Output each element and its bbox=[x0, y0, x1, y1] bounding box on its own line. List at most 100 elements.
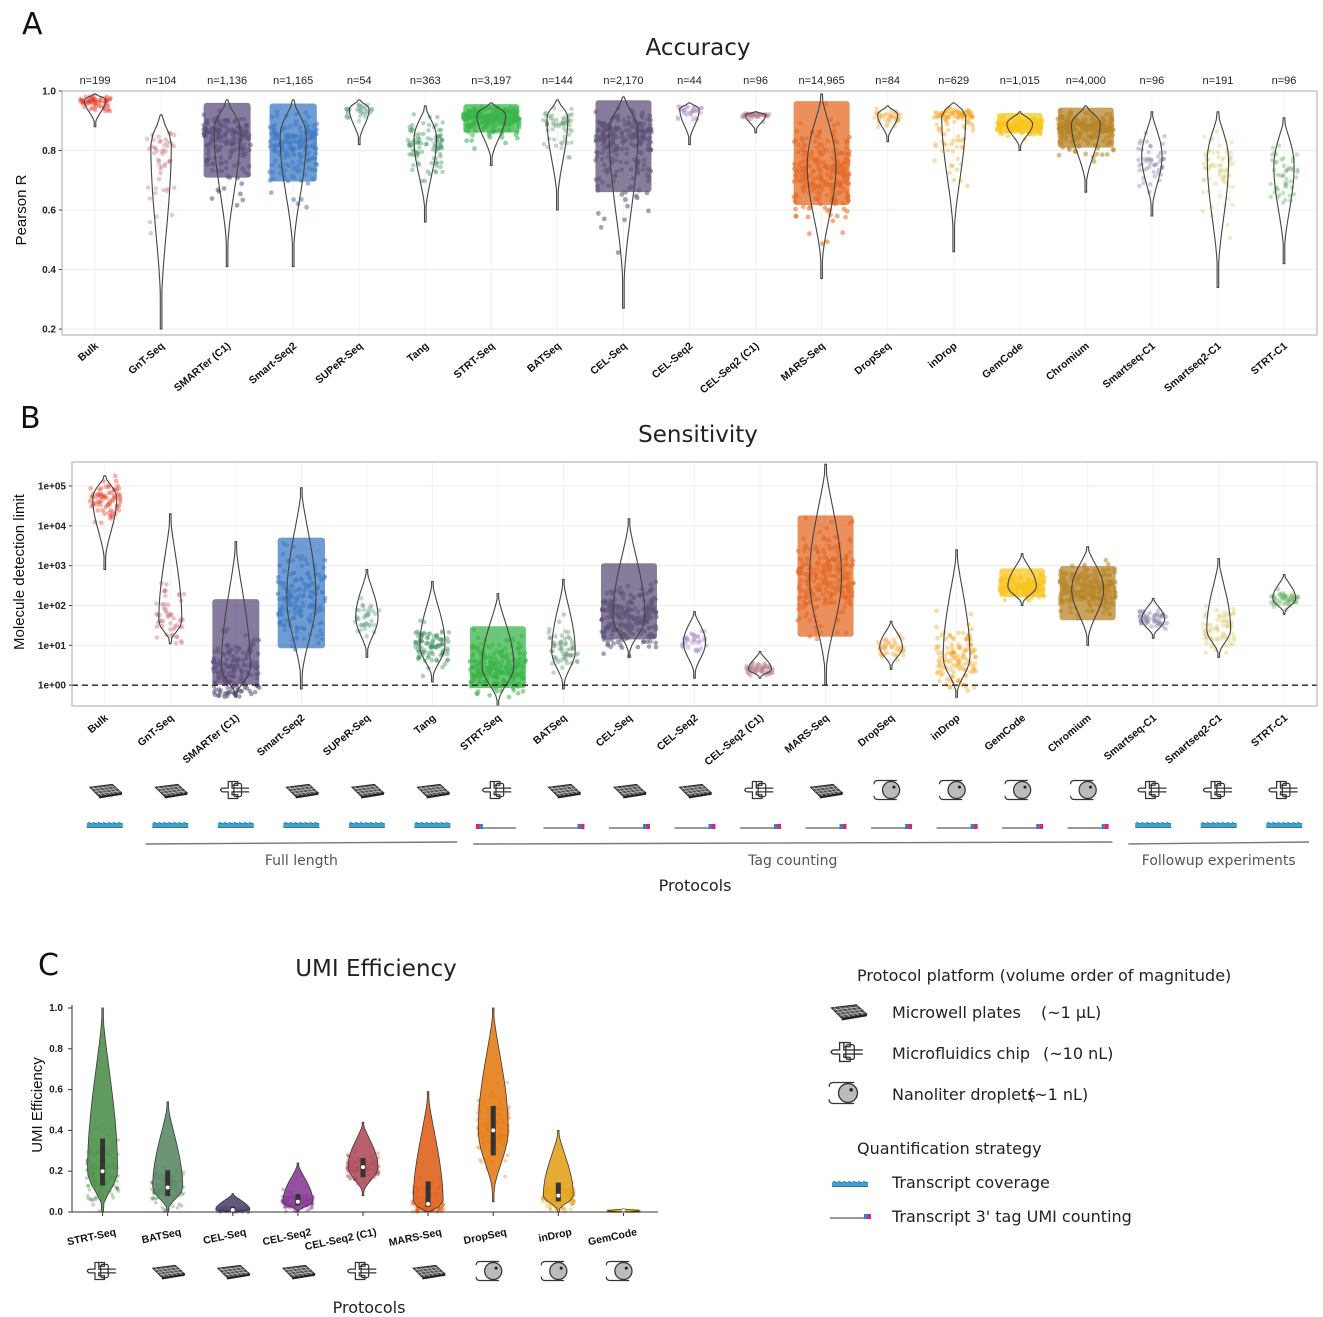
data-point bbox=[1280, 190, 1286, 196]
violin-outline bbox=[476, 102, 507, 166]
data-point bbox=[165, 144, 170, 149]
data-point bbox=[160, 601, 165, 607]
data-point bbox=[437, 151, 443, 157]
data-point bbox=[969, 626, 974, 632]
data-point bbox=[104, 94, 110, 99]
x-tick-label-smartseq-c1: Smartseq-C1 bbox=[1102, 712, 1159, 763]
x-tick-label-cel-seq: CEL-Seq bbox=[588, 340, 629, 377]
data-point bbox=[1005, 133, 1011, 139]
data-point bbox=[168, 612, 174, 617]
data-point bbox=[445, 646, 450, 651]
data-point bbox=[601, 651, 606, 656]
data-point bbox=[420, 178, 425, 184]
data-point bbox=[435, 114, 440, 120]
accuracy-series-smarter-c1 bbox=[201, 99, 253, 268]
data-point bbox=[1225, 624, 1230, 629]
data-point bbox=[942, 132, 948, 137]
data-point bbox=[425, 632, 431, 637]
data-point bbox=[93, 1196, 97, 1200]
data-point bbox=[1224, 613, 1229, 619]
data-point bbox=[432, 168, 438, 174]
data-point bbox=[92, 97, 97, 102]
data-point bbox=[961, 123, 966, 128]
data-point bbox=[88, 99, 94, 104]
accuracy-series-cel-seq2-c1 bbox=[739, 110, 772, 134]
data-point bbox=[445, 657, 451, 663]
data-point bbox=[97, 100, 103, 105]
data-point bbox=[432, 144, 437, 149]
dense-point-cloud bbox=[469, 626, 526, 689]
data-point bbox=[569, 140, 574, 145]
group-label: Full length bbox=[265, 853, 338, 869]
x-tick-label-smarter-c1: SMARTer (C1) bbox=[172, 340, 233, 394]
accuracy-series-cel-seq bbox=[593, 96, 654, 309]
data-point bbox=[419, 141, 424, 146]
data-point bbox=[1295, 169, 1300, 175]
violin-outline bbox=[546, 99, 569, 211]
transcript-coverage-icon bbox=[283, 821, 320, 828]
data-point bbox=[946, 114, 952, 119]
data-point bbox=[698, 110, 704, 116]
data-point bbox=[970, 115, 975, 120]
data-point bbox=[1279, 157, 1284, 162]
data-point bbox=[85, 97, 91, 103]
data-point bbox=[174, 634, 180, 640]
data-point bbox=[1203, 650, 1208, 655]
panel-b-strategy-icons bbox=[86, 821, 1303, 829]
data-point bbox=[171, 616, 176, 621]
data-point bbox=[1205, 623, 1210, 628]
y-tick-label: 0.0 bbox=[49, 1207, 63, 1218]
data-point bbox=[84, 1176, 89, 1180]
x-tick-label-gnt-seq: GnT-Seq bbox=[135, 712, 176, 749]
sample-count-smarter-c1: n=1,136 bbox=[207, 75, 247, 87]
data-point bbox=[601, 216, 607, 222]
data-point bbox=[88, 107, 94, 112]
data-point bbox=[557, 646, 563, 652]
data-point bbox=[690, 117, 695, 122]
data-point bbox=[417, 136, 422, 142]
data-point bbox=[557, 123, 562, 129]
data-point bbox=[1228, 154, 1234, 159]
data-point bbox=[345, 109, 350, 115]
y-tick-label: 1.0 bbox=[42, 87, 56, 98]
data-point bbox=[653, 640, 658, 646]
transcript-3prime-tag-icon bbox=[740, 824, 782, 829]
data-point bbox=[751, 113, 756, 118]
microwell-plate-icon bbox=[88, 783, 123, 799]
data-point bbox=[163, 607, 168, 612]
data-point bbox=[567, 122, 572, 128]
data-point bbox=[225, 685, 231, 691]
data-point bbox=[560, 121, 566, 126]
data-point bbox=[973, 654, 978, 660]
data-point bbox=[415, 150, 421, 155]
data-point bbox=[357, 107, 363, 112]
data-point bbox=[360, 111, 365, 117]
data-point bbox=[407, 142, 412, 147]
data-point bbox=[793, 213, 799, 219]
data-point bbox=[555, 121, 561, 127]
data-point bbox=[1141, 180, 1146, 186]
panel-a-ylabel: Pearson R bbox=[13, 174, 30, 245]
data-point bbox=[1103, 557, 1109, 563]
data-point bbox=[439, 127, 444, 133]
data-point bbox=[1203, 603, 1209, 609]
data-point bbox=[1268, 182, 1273, 187]
data-point bbox=[755, 114, 761, 120]
data-point bbox=[430, 651, 436, 657]
data-point bbox=[1214, 129, 1220, 134]
data-point bbox=[156, 134, 161, 139]
data-point bbox=[569, 128, 575, 134]
x-tick-label-tang: Tang bbox=[405, 340, 431, 365]
data-point bbox=[889, 113, 894, 119]
data-point bbox=[1270, 145, 1276, 150]
data-point bbox=[98, 98, 103, 104]
data-point bbox=[935, 635, 940, 641]
y-tick-label: 1e+02 bbox=[38, 601, 67, 612]
data-point bbox=[955, 156, 960, 162]
data-point bbox=[415, 135, 421, 140]
x-tick-label-tang: Tang bbox=[412, 712, 438, 737]
data-point bbox=[1142, 156, 1147, 162]
transcript-coverage-icon bbox=[1200, 821, 1237, 828]
data-point bbox=[166, 160, 172, 165]
data-point bbox=[623, 197, 628, 202]
